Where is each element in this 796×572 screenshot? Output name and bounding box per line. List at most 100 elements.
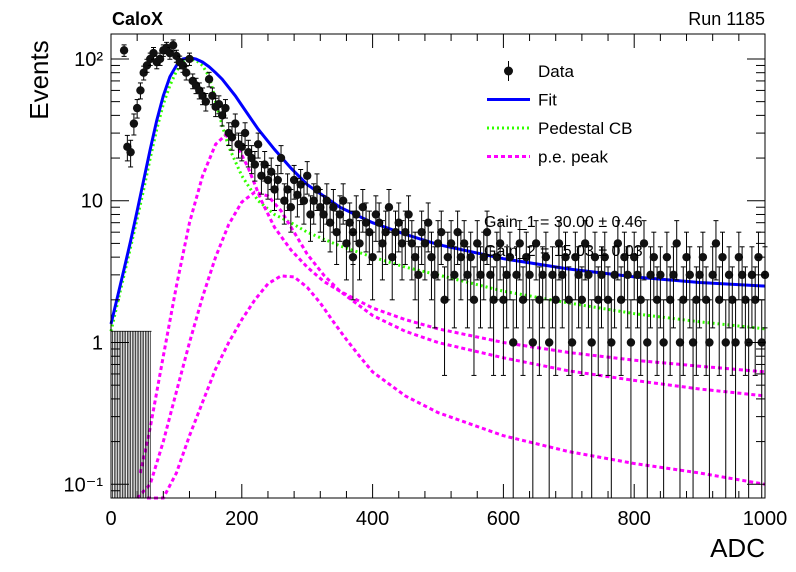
data-point <box>338 183 348 225</box>
data-point-marker <box>636 295 645 305</box>
data-point <box>728 266 737 376</box>
data-point-marker <box>253 140 263 149</box>
data-point-marker <box>515 239 524 248</box>
data-point-marker <box>531 239 541 248</box>
data-point <box>587 299 596 498</box>
data-point-marker <box>423 218 433 227</box>
data-point-marker <box>257 171 266 180</box>
data-point <box>276 145 286 175</box>
data-point-marker <box>293 190 302 200</box>
data-point <box>329 189 338 233</box>
legend-label: Fit <box>538 91 557 110</box>
data-point <box>201 92 211 112</box>
data-point <box>525 246 534 329</box>
data-point-marker <box>312 185 322 194</box>
data-point-marker <box>580 239 590 248</box>
data-point-marker <box>433 239 443 248</box>
data-point-marker <box>656 270 665 280</box>
data-point <box>345 202 354 253</box>
data-point-marker <box>561 252 570 262</box>
data-point-marker <box>142 61 152 70</box>
data-point-marker <box>525 270 534 280</box>
data-point-marker <box>682 252 691 262</box>
y-axis-label: Events <box>24 40 54 120</box>
data-point <box>512 246 521 329</box>
data-point-marker <box>603 295 613 305</box>
data-point-marker <box>149 48 158 58</box>
data-point <box>352 195 361 242</box>
data-point <box>469 266 479 376</box>
data-point-marker <box>263 175 273 185</box>
data-point-marker <box>463 270 472 280</box>
data-point-marker <box>132 103 142 113</box>
data-point <box>701 266 711 376</box>
data-point <box>531 220 541 281</box>
data-point-marker <box>325 218 335 227</box>
data-point <box>440 266 449 376</box>
data-point-marker <box>512 270 521 280</box>
data-point-marker <box>558 270 567 280</box>
data-point-marker <box>479 252 488 262</box>
data-point-marker <box>358 203 367 212</box>
data-point <box>371 195 381 242</box>
data-point <box>466 231 475 301</box>
data-point-marker <box>489 295 498 305</box>
data-point-marker <box>646 270 655 280</box>
data-point-marker <box>535 295 544 305</box>
data-point-marker <box>724 270 734 280</box>
data-point-marker <box>397 239 407 248</box>
data-point-marker <box>365 227 374 237</box>
data-point <box>535 266 544 376</box>
data-point-marker <box>201 97 211 106</box>
data-point <box>388 231 397 301</box>
data-point-marker <box>554 239 564 248</box>
data-point <box>473 220 482 281</box>
data-point <box>299 183 309 225</box>
data-point-marker <box>705 338 714 347</box>
data-point-marker <box>273 175 282 185</box>
data-point <box>257 161 266 195</box>
data-point-marker <box>296 180 305 189</box>
data-point <box>616 266 626 376</box>
legend-marker <box>504 66 513 76</box>
data-point-marker <box>502 270 511 280</box>
data-point <box>489 266 498 376</box>
data-point-marker <box>688 338 698 347</box>
gain-1-annotation: Gain_1 = 30.00 ± 0.46 <box>484 214 643 231</box>
data-point-marker <box>417 227 426 237</box>
data-point <box>528 299 538 498</box>
data-point-marker <box>741 295 750 305</box>
data-point <box>695 246 704 329</box>
data-point-marker <box>270 185 279 194</box>
data-point-marker <box>652 295 662 305</box>
data-point <box>253 132 263 159</box>
data-point <box>649 231 659 301</box>
data-point <box>590 231 600 301</box>
data-point-marker <box>407 239 417 248</box>
data-point <box>607 299 616 498</box>
data-point <box>544 299 554 498</box>
data-point-marker <box>378 239 387 248</box>
data-point <box>633 246 642 329</box>
data-point <box>126 139 135 168</box>
data-point-marker <box>381 227 390 237</box>
data-point-marker <box>692 295 701 305</box>
data-point-marker <box>178 61 188 70</box>
data-point <box>221 99 230 119</box>
curve-p-e-peak-2 <box>136 190 766 500</box>
data-point <box>538 246 547 329</box>
data-point-marker <box>698 252 708 262</box>
data-point <box>597 246 606 329</box>
data-point-marker <box>456 252 466 262</box>
data-point-marker <box>250 160 260 169</box>
data-point <box>682 231 691 301</box>
data-point <box>630 231 639 301</box>
data-point-marker <box>355 239 364 248</box>
data-point <box>361 202 371 253</box>
data-point-marker <box>335 210 345 219</box>
data-point-marker <box>695 270 704 280</box>
data-point-marker <box>430 270 439 280</box>
data-point <box>665 266 675 376</box>
x-tick-label: 200 <box>225 508 258 530</box>
data-point-marker <box>574 270 583 280</box>
